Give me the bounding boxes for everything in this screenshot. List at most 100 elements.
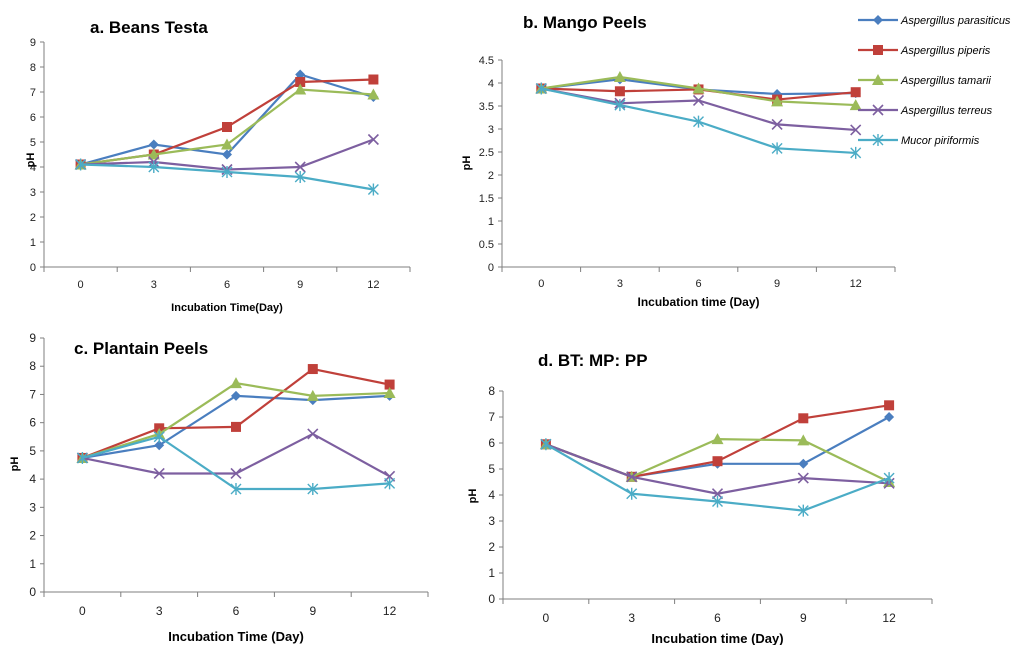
- y-tick-label: 1: [488, 566, 495, 580]
- y-tick-label: 0: [488, 262, 494, 274]
- data-point: [153, 467, 165, 480]
- data-point: [147, 148, 160, 160]
- data-point: [884, 412, 895, 422]
- x-tick-label: 9: [774, 278, 780, 290]
- data-point: [614, 86, 625, 97]
- chart-title: a. Beans Testa: [90, 18, 208, 37]
- y-tick-label: 2.5: [479, 147, 494, 159]
- x-tick-label: 0: [79, 604, 86, 618]
- y-tick-label: 2: [488, 540, 495, 554]
- y-tick-label: 4: [488, 78, 494, 90]
- data-point: [384, 477, 396, 490]
- data-point: [221, 138, 233, 150]
- data-point: [148, 139, 159, 150]
- data-point: [230, 377, 242, 389]
- series-mucor-piriformis: [75, 158, 379, 196]
- data-point: [535, 82, 547, 95]
- y-tick-label: 0: [29, 585, 36, 599]
- data-point: [712, 456, 723, 467]
- data-point: [692, 94, 705, 107]
- data-point: [294, 161, 306, 173]
- y-tick-label: 1: [30, 237, 36, 249]
- data-point: [306, 389, 319, 401]
- y-tick-label: 0.5: [479, 239, 494, 251]
- series-mucor-piriformis: [540, 438, 895, 517]
- legend-label: Aspergillus tamarii: [900, 75, 991, 87]
- x-tick-label: 0: [78, 279, 84, 291]
- y-tick-label: 3: [29, 500, 36, 514]
- y-tick-label: 5: [30, 137, 36, 149]
- data-point: [367, 88, 380, 100]
- data-point: [883, 472, 895, 485]
- series-aspergillus-terreus: [76, 428, 396, 482]
- data-point: [771, 95, 784, 107]
- data-point: [850, 124, 862, 136]
- x-tick-label: 6: [695, 278, 701, 290]
- y-tick-label: 9: [30, 37, 36, 49]
- x-tick-label: 12: [383, 604, 397, 618]
- x-tick-label: 9: [800, 611, 807, 625]
- data-point: [75, 158, 87, 171]
- data-point: [231, 390, 241, 401]
- data-point: [712, 495, 723, 508]
- data-point: [613, 71, 626, 83]
- data-point: [222, 122, 232, 132]
- data-point: [221, 166, 233, 178]
- y-tick-label: 6: [488, 436, 495, 450]
- y-tick-label: 7: [488, 410, 495, 424]
- y-tick-label: 9: [29, 331, 36, 345]
- panel-b: b. Mango Peels 0 0.5 1 1.5 2 2.5 3 3.5 4 4.5 0 3 6 9 12…: [461, 13, 896, 309]
- data-point: [367, 133, 379, 146]
- data-point: [771, 142, 783, 155]
- legend-marker: [872, 74, 884, 85]
- x-tick-label: 6: [714, 611, 721, 625]
- data-point: [368, 74, 379, 85]
- data-point: [850, 146, 862, 159]
- y-tick-label: 4.5: [479, 55, 494, 67]
- legend-marker: [873, 15, 883, 25]
- legend-label: Aspergillus terreus: [900, 105, 993, 117]
- series-aspergillus-terreus: [540, 438, 895, 500]
- data-point: [797, 504, 809, 517]
- y-tick-label: 5: [29, 444, 36, 458]
- y-tick-label: 1: [29, 557, 36, 571]
- x-tick-label: 3: [156, 604, 163, 618]
- data-point: [692, 82, 705, 94]
- y-tick-label: 1.5: [479, 193, 494, 205]
- y-tick-label: 4: [30, 162, 36, 174]
- chart-title: c. Plantain Peels: [74, 339, 208, 358]
- x-tick-label: 12: [850, 278, 862, 290]
- y-tick-label: 6: [29, 416, 36, 430]
- series-line: [82, 435, 390, 491]
- y-tick-label: 1: [488, 216, 494, 228]
- data-point: [384, 379, 395, 390]
- x-tick-label: 3: [151, 279, 157, 291]
- data-point: [230, 482, 242, 495]
- y-tick-label: 0: [488, 592, 495, 606]
- series-line: [545, 443, 890, 495]
- data-point: [294, 83, 307, 95]
- data-point: [540, 438, 552, 451]
- data-point: [798, 413, 809, 424]
- y-tick-label: 8: [488, 384, 495, 398]
- y-tick-label: 2: [488, 170, 494, 182]
- y-axis-label: pH: [467, 489, 479, 504]
- x-axis-label: Incubation Time(Day): [171, 302, 283, 314]
- x-tick-label: 9: [309, 604, 316, 618]
- legend-marker: [872, 134, 884, 146]
- data-point: [295, 77, 306, 87]
- data-point: [850, 87, 861, 98]
- x-tick-label: 3: [617, 278, 623, 290]
- data-point: [711, 433, 724, 445]
- data-point: [367, 183, 379, 196]
- x-tick-label: 3: [628, 611, 635, 625]
- chart-title: b. Mango Peels: [523, 13, 647, 32]
- data-point: [626, 471, 638, 483]
- y-tick-label: 4: [29, 472, 36, 486]
- y-axis-label: pH: [9, 457, 21, 472]
- data-point: [307, 364, 318, 375]
- data-point: [711, 488, 724, 500]
